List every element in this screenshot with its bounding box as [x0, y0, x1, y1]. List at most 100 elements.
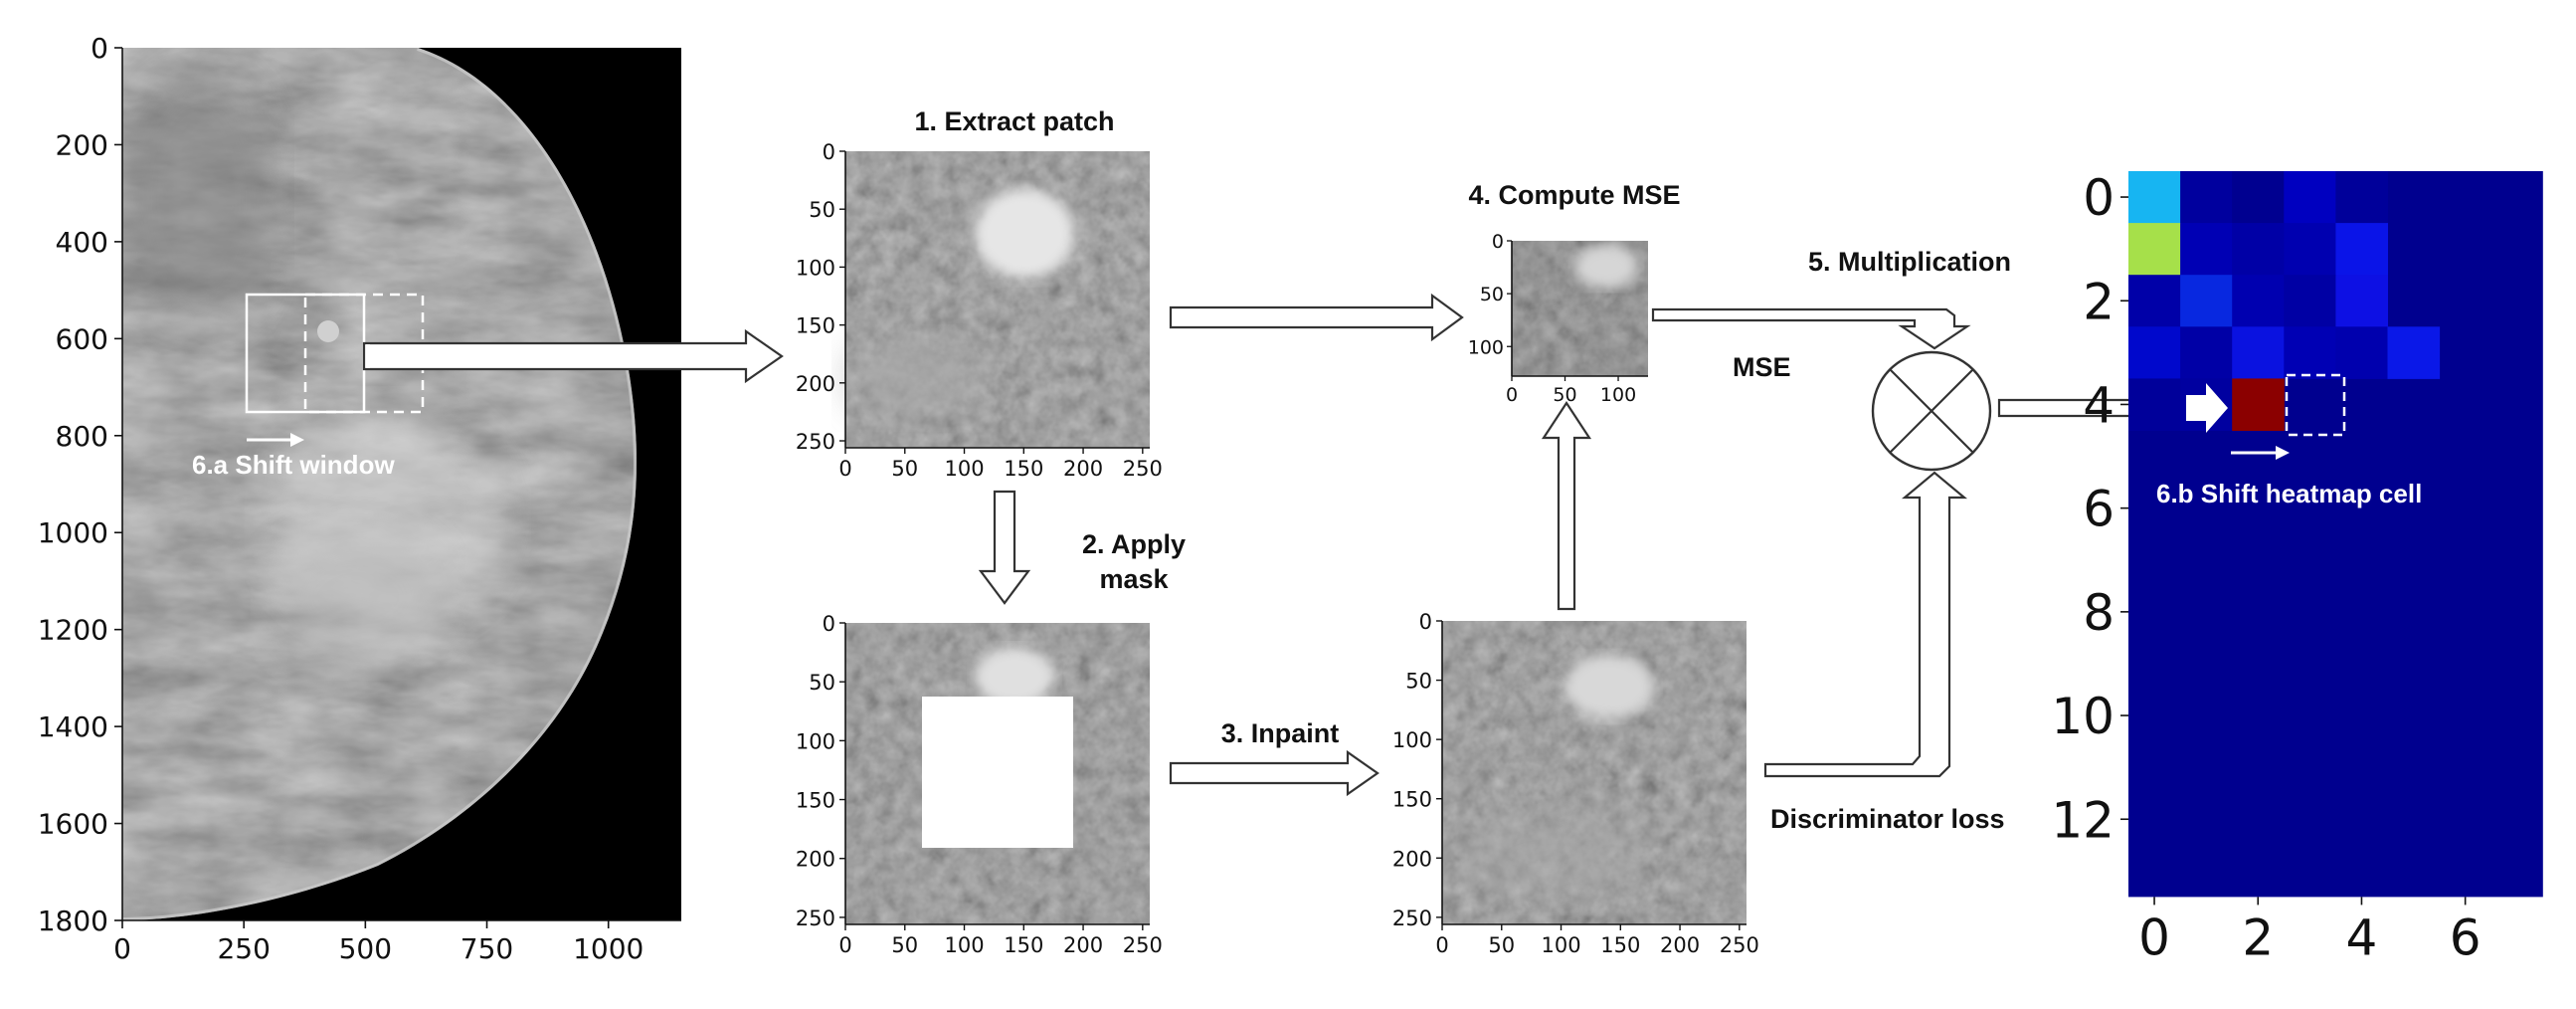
y-tick-label: 800 [56, 420, 108, 453]
apply-mask-label-1: 2. Apply [1082, 529, 1186, 559]
x-tick-label: 250 [217, 932, 270, 965]
mse-input-label: MSE [1733, 352, 1791, 382]
compute-mse-label: 4. Compute MSE [1468, 180, 1680, 210]
arrow-patch-to-mse [1169, 293, 1464, 342]
x-tick-label: 50 [1553, 384, 1576, 406]
arrow-mse-to-multiply [1651, 307, 1971, 350]
heatmap-cell [2180, 223, 2233, 276]
y-tick-label: 100 [796, 256, 835, 280]
y-tick-label: 150 [1392, 788, 1432, 812]
mask-square [922, 697, 1073, 848]
breast-tissue-image [122, 48, 637, 920]
apply-mask-label-2: mask [1099, 564, 1169, 594]
y-tick-label: 12 [2051, 791, 2115, 849]
arrow-mask-to-inpaint [1169, 749, 1380, 797]
y-tick-label: 0 [823, 612, 835, 636]
multiplication-label: 5. Multiplication [1808, 247, 2011, 277]
y-tick-label: 6 [2083, 481, 2115, 538]
y-tick-label: 1000 [38, 516, 108, 549]
heatmap-cell [2335, 326, 2388, 379]
heatmap-cell [2128, 378, 2181, 431]
y-tick-label: 0 [1419, 610, 1432, 634]
y-tick-label: 600 [56, 322, 108, 355]
heatmap-cell [2284, 171, 2336, 224]
mammogram-y-axis: 0 200 400 600 800 1000 1200 1400 1600 1800 [38, 32, 122, 937]
x-tick-label: 100 [944, 457, 984, 481]
y-tick-label: 50 [809, 671, 835, 695]
y-tick-label: 1400 [38, 710, 108, 743]
x-tick-label: 0 [838, 933, 851, 957]
shift-heatmap-label: 6.b Shift heatmap cell [2156, 479, 2422, 508]
heatmap-cell [2335, 275, 2388, 327]
y-tick-label: 200 [56, 128, 108, 161]
x-tick-label: 250 [1720, 933, 1759, 957]
arrow-inpaint-to-mse [1541, 400, 1592, 611]
heatmap-cell [2232, 326, 2285, 379]
mammogram-x-axis: 0 250 500 750 1000 [113, 920, 644, 965]
mse-map-axes: 0 50 100 0 50 100 [1468, 231, 1636, 406]
x-tick-label: 250 [1123, 457, 1163, 481]
heatmap-cell [2335, 223, 2388, 276]
shift-window-arrow [290, 433, 304, 447]
x-tick-label: 150 [1600, 933, 1640, 957]
heatmap-cell [2128, 171, 2181, 224]
heatmap-cell [2128, 275, 2181, 327]
y-tick-label: 100 [1468, 336, 1504, 358]
heatmap-cell [2387, 326, 2441, 379]
x-tick-label: 200 [1063, 457, 1103, 481]
y-tick-label: 2 [2083, 273, 2115, 330]
x-tick-label: 0 [113, 932, 131, 965]
y-tick-label: 400 [56, 226, 108, 259]
x-tick-label: 0 [1506, 384, 1518, 406]
x-tick-label: 100 [944, 933, 984, 957]
y-tick-label: 250 [796, 907, 835, 930]
heatmap-panel: 6.b Shift heatmap cell 0 2 4 6 8 10 12 0 2 4 6 [2051, 169, 2543, 966]
y-tick-label: 250 [796, 430, 835, 454]
y-tick-label: 0 [823, 140, 835, 164]
y-tick-label: 100 [1392, 728, 1432, 752]
x-tick-label: 1000 [573, 932, 644, 965]
x-tick-label: 0 [1435, 933, 1448, 957]
y-tick-label: 200 [796, 848, 835, 872]
heatmap-cell [2232, 223, 2285, 276]
y-tick-label: 4 [2083, 376, 2115, 434]
x-tick-label: 0 [838, 457, 851, 481]
y-tick-label: 1600 [38, 808, 108, 841]
arrow-to-patch [362, 328, 784, 384]
y-tick-label: 100 [796, 729, 835, 753]
y-tick-label: 200 [1392, 847, 1432, 871]
x-tick-label: 150 [1004, 933, 1043, 957]
y-tick-label: 200 [796, 372, 835, 396]
heatmap-cell [2284, 326, 2336, 379]
heatmap-cell [2128, 326, 2181, 379]
x-tick-label: 6 [2450, 908, 2482, 966]
y-tick-label: 50 [809, 198, 835, 222]
heatmap-cell [2335, 171, 2388, 224]
x-tick-label: 100 [1541, 933, 1580, 957]
extract-patch-label: 1. Extract patch [914, 106, 1114, 136]
x-tick-label: 50 [891, 933, 918, 957]
x-tick-label: 4 [2346, 908, 2378, 966]
heatmap-pointer-arrow [2186, 383, 2228, 433]
lesion-spot [317, 320, 339, 342]
shift-window-label: 6.a Shift window [192, 450, 395, 480]
y-tick-label: 150 [796, 789, 835, 813]
lesion-in-patch [975, 189, 1074, 279]
y-tick-label: 8 [2083, 584, 2115, 642]
heatmap-cell [2232, 275, 2285, 327]
y-tick-label: 150 [796, 314, 835, 338]
heatmap-cell [2180, 275, 2233, 327]
multiplication-node [1871, 350, 1992, 472]
x-tick-label: 50 [1488, 933, 1515, 957]
arrow-down-to-mask [978, 490, 1031, 605]
x-tick-label: 0 [2138, 908, 2170, 966]
y-tick-label: 250 [1392, 907, 1432, 930]
x-tick-label: 150 [1004, 457, 1043, 481]
heatmap-cell [2284, 275, 2336, 327]
y-tick-label: 1200 [38, 614, 108, 647]
